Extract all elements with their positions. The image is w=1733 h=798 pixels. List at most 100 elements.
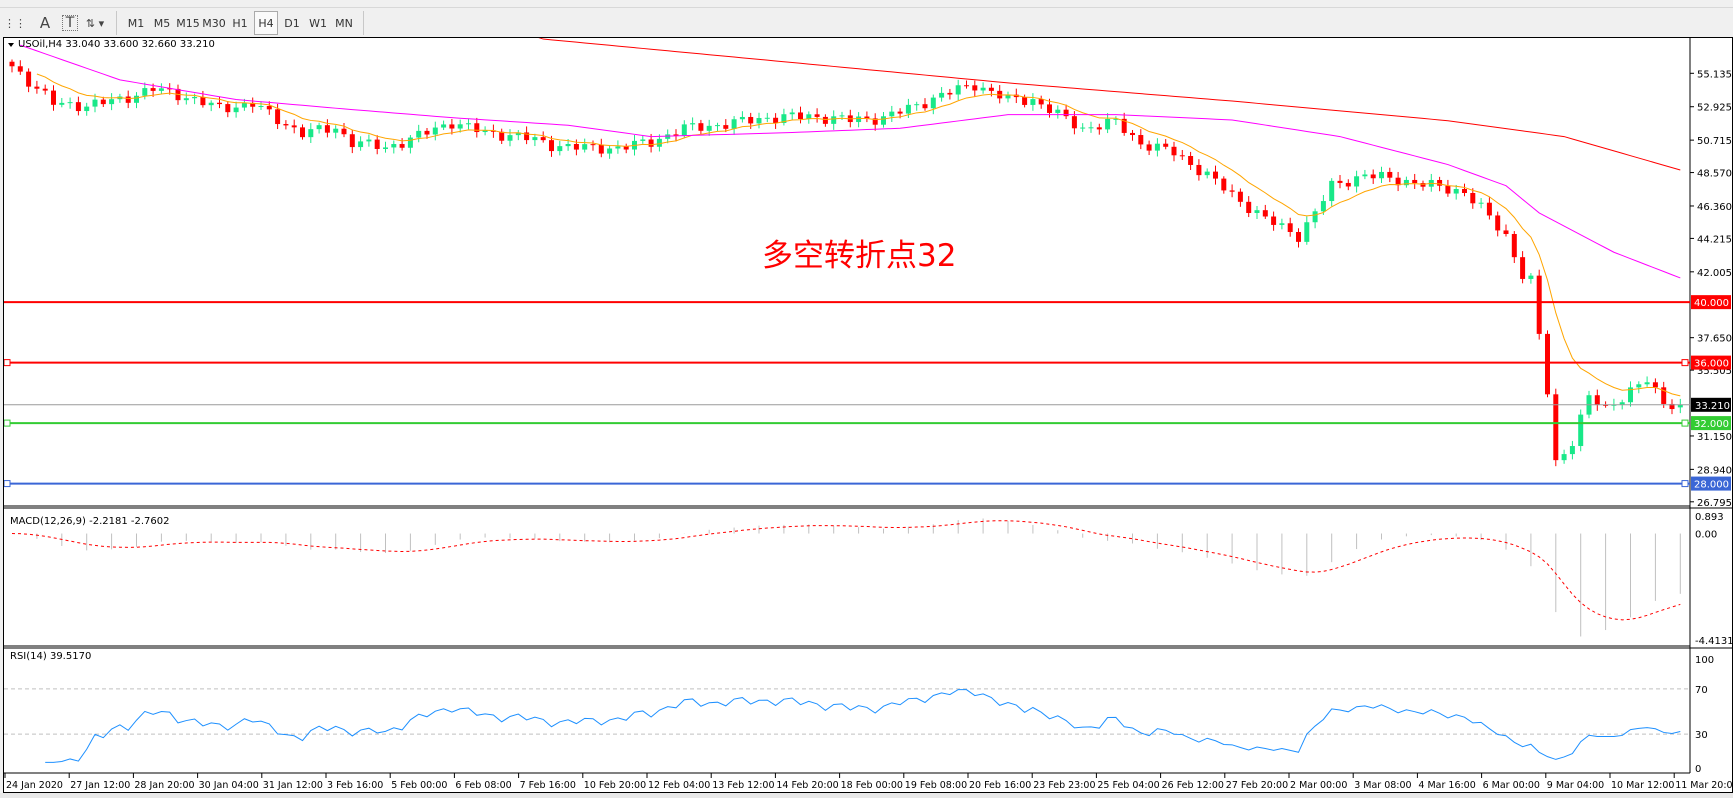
- candle-body: [1486, 202, 1492, 216]
- time-axis-label: 18 Feb 00:00: [841, 780, 903, 791]
- timeframe-mn-button[interactable]: MN: [335, 16, 353, 30]
- status-strip: [0, 793, 1733, 798]
- candle-body: [183, 98, 189, 101]
- chart-window[interactable]: 55.135 52.925 50.715 48.570 46.360 44.215 42.0…: [3, 35, 1733, 793]
- time-axis-label: 19 Feb 08:00: [905, 780, 967, 791]
- candle-body: [208, 102, 214, 106]
- candle-body: [92, 99, 98, 107]
- candle-body: [1437, 179, 1443, 186]
- level-handle: [3, 359, 11, 367]
- candle-body: [391, 144, 397, 148]
- candle-body: [134, 95, 139, 103]
- rsi-label: RSI(14) 39.5170: [10, 651, 91, 662]
- candle-body: [432, 127, 438, 135]
- candle-body: [324, 125, 330, 133]
- arrows-icon[interactable]: ⇅ ▾: [85, 16, 105, 30]
- chart-canvas[interactable]: 55.135 52.925 50.715 48.570 46.360 44.215 42.0…: [3, 35, 1733, 792]
- timeframe-m5-button[interactable]: M5: [153, 16, 171, 30]
- ma-mid-line: [20, 44, 1681, 279]
- candle-body: [67, 102, 73, 104]
- candle-body: [988, 87, 994, 91]
- candle-body: [75, 102, 81, 112]
- time-axis-label: 3 Feb 16:00: [327, 780, 383, 791]
- candle: [1652, 378, 1658, 394]
- time-axis-label: 11 Mar 20:00: [1675, 780, 1732, 791]
- rsi-tick-label: 0: [1695, 764, 1701, 775]
- candle-body: [1354, 176, 1360, 187]
- candle-body: [565, 143, 571, 147]
- candle: [75, 96, 81, 116]
- candle: [490, 124, 496, 138]
- candle: [615, 140, 621, 154]
- timeframe-m1-button[interactable]: M1: [127, 16, 145, 30]
- time-axis-label: 23 Feb 23:00: [1033, 780, 1095, 791]
- candle: [1304, 216, 1310, 245]
- candle-body: [1536, 275, 1542, 334]
- candle: [1221, 176, 1227, 194]
- timeframe-d1-button[interactable]: D1: [284, 16, 300, 30]
- candle-body: [1271, 216, 1277, 225]
- level-handle: [1681, 480, 1689, 488]
- text-label-icon[interactable]: T: [62, 15, 78, 31]
- timeframe-m15-button[interactable]: M15: [176, 16, 200, 30]
- candle: [889, 105, 895, 122]
- candle: [673, 129, 679, 142]
- candle: [349, 129, 355, 154]
- time-axis-label: 25 Feb 04:00: [1097, 780, 1159, 791]
- candle-body: [889, 111, 895, 117]
- candle: [183, 92, 189, 105]
- timeframe-w1-button[interactable]: W1: [309, 16, 327, 30]
- candle: [1329, 178, 1335, 207]
- candle: [1005, 91, 1011, 103]
- candle: [291, 119, 297, 134]
- candle: [1279, 218, 1285, 230]
- fibonacci-fan-icon[interactable]: ⋮⋮: [4, 16, 26, 30]
- time-axis-label: 30 Jan 04:00: [199, 780, 259, 791]
- timeframe-m30-button[interactable]: M30: [202, 16, 226, 30]
- candle-body: [1088, 127, 1094, 129]
- candle-body: [831, 116, 837, 124]
- candle-body: [42, 88, 48, 91]
- candle-body: [573, 143, 579, 150]
- candle: [158, 83, 164, 94]
- candle-body: [1063, 109, 1069, 117]
- candle-body: [142, 88, 148, 96]
- candle: [466, 118, 471, 130]
- candle-body: [1229, 190, 1235, 192]
- candle: [17, 60, 23, 75]
- candle: [1063, 104, 1069, 120]
- candle-body: [756, 118, 762, 124]
- candle: [125, 90, 131, 109]
- candle-body: [549, 140, 554, 152]
- text-tool-icon[interactable]: A: [39, 14, 51, 32]
- candle-body: [192, 96, 198, 99]
- candle-body: [1246, 201, 1252, 213]
- candle-body: [615, 146, 621, 149]
- candle: [822, 114, 828, 127]
- candle: [723, 119, 729, 133]
- candle-body: [1262, 210, 1268, 217]
- candle-body: [955, 85, 961, 95]
- candle-body: [656, 138, 662, 147]
- candle-body: [250, 102, 256, 107]
- timeframe-h4-button[interactable]: H4: [254, 11, 278, 35]
- time-axis-label: 20 Feb 16:00: [969, 780, 1031, 791]
- candle: [1113, 116, 1119, 126]
- level-handle: [1681, 419, 1689, 427]
- macd-signal-line: [11, 520, 1681, 621]
- ma-slow-line: [533, 35, 1681, 171]
- candle-body: [200, 96, 206, 106]
- candle-body: [947, 92, 953, 95]
- candle: [84, 102, 90, 116]
- candle: [1296, 228, 1301, 248]
- candle-body: [673, 134, 679, 136]
- timeframe-h1-button[interactable]: H1: [232, 16, 248, 30]
- candle: [955, 79, 961, 100]
- price-tick-label: 55.135: [1697, 69, 1732, 80]
- time-axis-label: 28 Jan 20:00: [134, 780, 194, 791]
- candle: [1470, 188, 1476, 209]
- candle: [1478, 198, 1484, 209]
- candle-body: [1329, 180, 1335, 202]
- candle-body: [922, 104, 928, 109]
- time-axis-label: 10 Feb 20:00: [584, 780, 646, 791]
